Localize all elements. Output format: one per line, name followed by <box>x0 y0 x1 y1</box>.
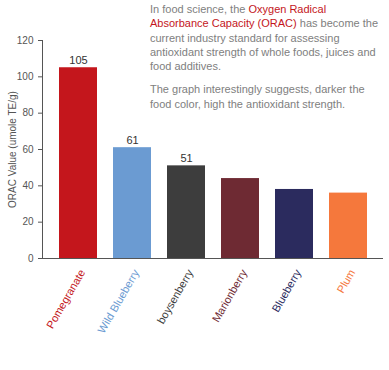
svg-text:0: 0 <box>28 253 34 264</box>
svg-text:80: 80 <box>22 107 34 118</box>
svg-text:Wild Blueberry: Wild Blueberry <box>95 267 141 335</box>
svg-text:60: 60 <box>22 144 34 155</box>
svg-text:Pomegranate: Pomegranate <box>44 267 87 330</box>
svg-text:Blueberry: Blueberry <box>269 267 303 314</box>
html-text:In food science, the Oxygen Ra: In food science, the Oxygen Radical Abso… <box>150 3 379 73</box>
html-text:The graph interestingly sugges: The graph interestingly suggests, darker… <box>150 83 365 110</box>
svg-text:boysenberry: boysenberry <box>155 267 196 326</box>
svg-text:120: 120 <box>17 35 34 46</box>
svg-text:40: 40 <box>22 180 34 191</box>
svg-text:51: 51 <box>180 152 192 164</box>
svg-text:61: 61 <box>126 134 138 146</box>
svg-text:ORAC Value (umole TE/g): ORAC Value (umole TE/g) <box>7 91 18 208</box>
svg-text:Plum: Plum <box>334 267 357 295</box>
svg-text:100: 100 <box>17 71 34 82</box>
svg-text:Marionberry: Marionberry <box>210 267 250 324</box>
svg-text:20: 20 <box>22 216 34 227</box>
svg-text:105: 105 <box>69 54 87 66</box>
